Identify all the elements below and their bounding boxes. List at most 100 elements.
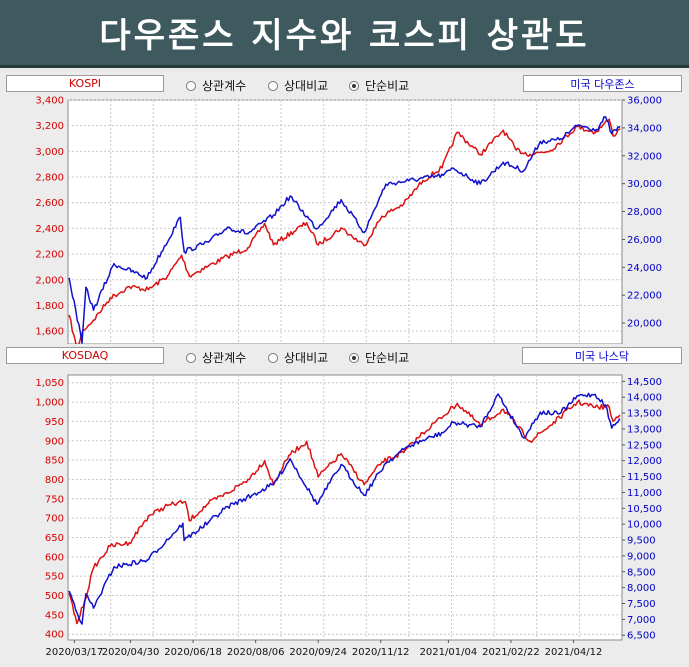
data-point bbox=[381, 461, 383, 463]
y-right-tick-label: 32,000 bbox=[627, 151, 662, 162]
radio-dot[interactable] bbox=[186, 352, 196, 363]
data-point bbox=[226, 505, 229, 508]
data-point bbox=[479, 153, 482, 156]
data-point bbox=[316, 227, 318, 230]
y-right-tick-label: 36,000 bbox=[627, 96, 662, 107]
data-point bbox=[441, 166, 443, 169]
data-point bbox=[272, 243, 275, 246]
y-left-tick-label: 1,600 bbox=[35, 327, 64, 338]
x-tick-label: 2021/01/04 bbox=[420, 647, 478, 658]
y-left-tick-label: 2,600 bbox=[35, 198, 64, 209]
y-right-tick-label: 6,500 bbox=[627, 631, 656, 642]
data-point bbox=[84, 286, 87, 289]
y-right-tick-label: 11,500 bbox=[627, 472, 662, 483]
data-point bbox=[604, 404, 607, 406]
data-point bbox=[340, 463, 343, 466]
data-point bbox=[340, 227, 343, 229]
y-right-tick-label: 10,000 bbox=[627, 520, 662, 531]
radio-label: 상관계수 bbox=[202, 351, 247, 365]
data-point bbox=[539, 140, 542, 143]
y-left-tick-label: 900 bbox=[45, 436, 64, 447]
radio-relative-top[interactable]: 상대비교 bbox=[268, 77, 328, 94]
data-point bbox=[442, 431, 445, 434]
radio-relative-bottom[interactable]: 상대비교 bbox=[268, 349, 328, 366]
kospi-control-bar: KOSPI 상관계수 상대비교 단순비교 미국 다우존스 bbox=[0, 72, 689, 96]
data-point bbox=[272, 214, 275, 217]
data-point bbox=[109, 545, 112, 547]
radio-dot[interactable] bbox=[186, 80, 196, 91]
data-point bbox=[522, 169, 525, 172]
y-left-tick-label: 3,000 bbox=[35, 147, 64, 158]
y-right-tick-label: 9,500 bbox=[627, 536, 656, 547]
radio-simple-top[interactable]: 단순비교 bbox=[349, 77, 409, 94]
y-right-tick-label: 10,500 bbox=[627, 504, 662, 515]
data-point bbox=[340, 453, 343, 455]
data-point bbox=[522, 436, 525, 439]
y-left-tick-label: 2,400 bbox=[35, 224, 64, 235]
data-point bbox=[594, 393, 597, 396]
data-point bbox=[68, 277, 71, 280]
title-bar: 다우존스 지수와 코스피 상관도 bbox=[0, 0, 689, 68]
data-point bbox=[180, 254, 183, 257]
data-point bbox=[595, 128, 598, 131]
data-point bbox=[618, 418, 621, 421]
y-right-tick-label: 12,000 bbox=[627, 456, 662, 467]
data-point bbox=[539, 411, 542, 414]
vertical-gridlines bbox=[110, 100, 580, 344]
data-point bbox=[363, 483, 366, 486]
data-point bbox=[92, 607, 95, 609]
data-point bbox=[497, 393, 500, 396]
radio-correlation-top[interactable]: 상관계수 bbox=[186, 77, 246, 94]
data-point bbox=[618, 128, 621, 131]
data-point bbox=[146, 276, 149, 279]
data-point bbox=[515, 148, 517, 151]
radio-dot[interactable] bbox=[268, 80, 278, 91]
data-point bbox=[68, 590, 71, 593]
data-point bbox=[576, 401, 579, 403]
y-left-tick-label: 750 bbox=[45, 494, 64, 505]
data-point bbox=[421, 179, 424, 182]
y-right-tick-label: 8,500 bbox=[627, 567, 656, 578]
series-line bbox=[68, 118, 620, 344]
data-point bbox=[181, 522, 184, 525]
radio-dot-checked[interactable] bbox=[349, 352, 359, 363]
data-point bbox=[421, 432, 424, 434]
data-point bbox=[166, 275, 169, 277]
data-point bbox=[226, 255, 229, 258]
data-point bbox=[442, 174, 445, 177]
data-point bbox=[207, 241, 210, 243]
y-left-tick-label: 800 bbox=[45, 475, 64, 486]
radio-simple-bottom[interactable]: 단순비교 bbox=[349, 349, 409, 366]
data-point bbox=[549, 149, 552, 152]
data-point bbox=[183, 539, 186, 542]
y-left-tick-label: 600 bbox=[45, 552, 64, 563]
y-right-tick-label: 26,000 bbox=[627, 235, 662, 246]
y-left-tick-label: 1,800 bbox=[35, 301, 64, 312]
data-point bbox=[577, 124, 580, 126]
y-left-tick-label: 3,200 bbox=[35, 121, 64, 132]
data-point bbox=[247, 246, 249, 249]
series-line bbox=[68, 116, 620, 344]
data-point bbox=[92, 567, 95, 569]
data-point bbox=[317, 475, 320, 478]
radio-dot[interactable] bbox=[268, 352, 278, 363]
y-right-tick-label: 22,000 bbox=[627, 291, 662, 302]
radio-dot-checked[interactable] bbox=[349, 80, 359, 91]
y-right-tick-label: 8,000 bbox=[627, 583, 656, 594]
data-point bbox=[247, 478, 249, 481]
data-point bbox=[549, 424, 552, 427]
x-tick-label: 2020/03/17 bbox=[46, 647, 104, 658]
y-left-tick-label: 450 bbox=[45, 610, 64, 621]
nasdaq-label-box: 미국 나스닥 bbox=[522, 347, 682, 364]
y-right-tick-label: 13,500 bbox=[627, 409, 662, 420]
data-point bbox=[558, 138, 561, 141]
data-point bbox=[84, 593, 87, 595]
y-left-tick-label: 400 bbox=[45, 630, 64, 641]
right-axis: 14,500 14,000 13,500 13,000 12,500 12,000 11,5… bbox=[622, 377, 662, 642]
data-point bbox=[109, 297, 112, 300]
series-line bbox=[68, 399, 620, 625]
radio-correlation-bottom[interactable]: 상관계수 bbox=[186, 349, 246, 366]
data-point bbox=[147, 288, 150, 291]
y-right-tick-label: 12,500 bbox=[627, 440, 662, 451]
data-point bbox=[456, 402, 459, 405]
